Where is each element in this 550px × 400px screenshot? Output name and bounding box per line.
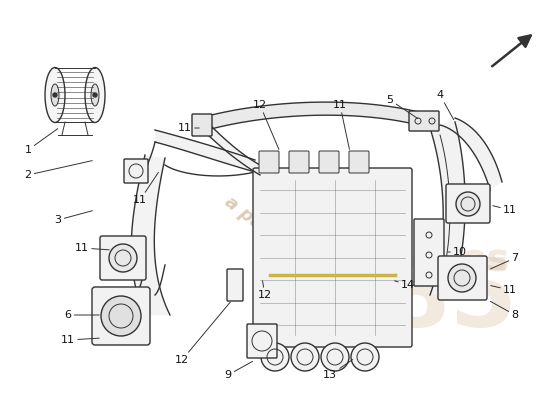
Circle shape: [448, 264, 476, 292]
Text: 1: 1: [25, 129, 58, 155]
FancyBboxPatch shape: [124, 159, 148, 183]
Text: 4: 4: [437, 90, 454, 120]
FancyBboxPatch shape: [247, 324, 277, 358]
Polygon shape: [200, 102, 430, 132]
Ellipse shape: [51, 84, 59, 106]
Text: 11: 11: [133, 172, 158, 205]
Text: 10: 10: [448, 247, 467, 257]
Circle shape: [351, 343, 379, 371]
FancyBboxPatch shape: [319, 151, 339, 173]
Text: 11: 11: [491, 285, 517, 295]
Text: 13: 13: [323, 360, 353, 380]
Circle shape: [53, 93, 57, 97]
Text: 12: 12: [175, 302, 230, 365]
Text: 3: 3: [54, 211, 92, 225]
FancyBboxPatch shape: [446, 184, 490, 223]
FancyBboxPatch shape: [92, 287, 150, 345]
Text: 11: 11: [178, 123, 199, 133]
Circle shape: [321, 343, 349, 371]
FancyBboxPatch shape: [227, 269, 243, 301]
Text: a passion since 1985: a passion since 1985: [221, 193, 399, 337]
Text: 12: 12: [253, 100, 279, 150]
Polygon shape: [207, 122, 260, 175]
Circle shape: [101, 296, 141, 336]
Text: 12: 12: [258, 281, 272, 300]
Polygon shape: [440, 118, 502, 190]
Text: 8: 8: [491, 301, 519, 320]
Text: 7: 7: [491, 253, 519, 269]
FancyBboxPatch shape: [438, 256, 487, 300]
Polygon shape: [430, 122, 465, 295]
Text: 2: 2: [24, 161, 92, 180]
FancyBboxPatch shape: [259, 151, 279, 173]
Circle shape: [93, 93, 97, 97]
FancyBboxPatch shape: [414, 219, 444, 286]
Circle shape: [291, 343, 319, 371]
Ellipse shape: [45, 68, 65, 122]
FancyBboxPatch shape: [192, 114, 212, 136]
Ellipse shape: [85, 68, 105, 122]
Text: 11: 11: [493, 205, 517, 215]
FancyBboxPatch shape: [100, 236, 146, 280]
Text: 6: 6: [64, 310, 99, 320]
FancyBboxPatch shape: [409, 111, 439, 131]
FancyBboxPatch shape: [253, 168, 412, 347]
Circle shape: [109, 244, 137, 272]
Ellipse shape: [91, 84, 99, 106]
Text: 14: 14: [395, 280, 415, 290]
Text: es: es: [460, 241, 510, 279]
FancyBboxPatch shape: [349, 151, 369, 173]
Circle shape: [261, 343, 289, 371]
FancyBboxPatch shape: [289, 151, 309, 173]
Circle shape: [456, 192, 480, 216]
Text: 11: 11: [61, 335, 99, 345]
Text: 11: 11: [75, 243, 109, 253]
Polygon shape: [131, 155, 170, 315]
Text: 85: 85: [382, 254, 518, 346]
Text: 11: 11: [333, 100, 349, 149]
Text: 5: 5: [387, 95, 417, 118]
Text: 9: 9: [224, 361, 252, 380]
Polygon shape: [155, 130, 255, 172]
